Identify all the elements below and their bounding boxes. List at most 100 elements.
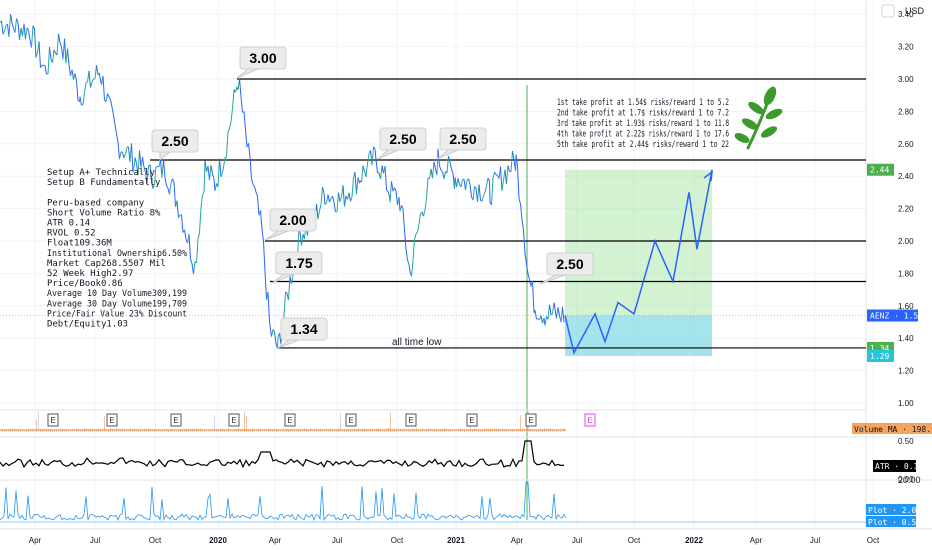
price-segment [199,207,202,233]
callout-pointer [539,274,566,285]
price-segment [527,273,530,280]
volume-bars [0,411,566,432]
time-tick-label: Oct [149,536,162,545]
volume-bar [22,430,23,432]
price-segment [367,153,370,164]
callout: 2.50 [436,127,487,160]
price-segment [540,315,543,324]
price-segment [380,165,383,179]
volume-bar [174,430,175,432]
volume-bar [234,429,235,432]
callout-label: 2.50 [389,131,416,147]
earnings-marker[interactable]: E [405,413,417,427]
earnings-marker[interactable]: E [228,413,240,427]
volume-bar [380,430,381,432]
volume-bar [248,429,249,432]
price-segment [457,178,460,185]
price-segment [210,165,213,175]
price-segment [132,163,135,173]
price-segment [151,182,154,189]
info-line: Institutional Ownership6.50% [47,249,188,259]
price-segment [149,164,152,183]
price-segment [386,189,389,192]
grid [0,0,874,528]
stop-zone[interactable] [565,315,712,357]
volume-bar [26,429,27,432]
volume-bar [538,430,539,432]
volume-bar [294,429,295,432]
volume-bar [18,429,19,432]
price-segment [113,114,116,125]
price-segment [327,194,330,203]
volume-bar [96,429,97,432]
earnings-marker[interactable]: E [106,413,118,427]
earnings-box [228,413,240,427]
volume-bar [244,412,245,432]
price-segment [395,191,398,206]
price-segment [552,302,555,314]
price-segment [35,52,38,58]
volume-bar [94,429,95,432]
price-segment [169,183,172,195]
price-tick-label: 1.80 [898,269,914,278]
time-axis[interactable]: Apr Jul Oct 2020 Apr Jul Oct 2021 Apr Jul Oct 2022 A… [29,536,880,545]
earnings-marker[interactable]: E [525,413,537,427]
price-segment [549,304,552,316]
price-segment [235,86,238,93]
volume-bar [432,430,433,432]
settings-icon[interactable] [881,4,895,18]
volume-bar [6,430,7,432]
currency-label: USD [905,6,925,16]
price-segment [71,69,74,80]
earnings-marker[interactable]: E [345,413,357,427]
volume-bar [132,430,133,432]
price-segment [324,202,327,205]
volume-bar [468,429,469,432]
volume-bar [536,430,537,432]
volume-bar [80,429,81,432]
earnings-marker[interactable]: E [170,413,182,427]
volume-bar [312,430,313,432]
volume-bar [452,429,453,432]
volume-bar [262,429,263,432]
earnings-marker[interactable]: E [47,413,59,427]
price-segment [26,27,29,31]
volume-bar [16,430,17,432]
price-segment [202,191,205,196]
earnings-marker[interactable]: E [284,413,296,427]
volume-bar [346,430,347,432]
earnings-box [284,413,296,427]
volume-bar [476,430,477,432]
time-tick-label: Apr [750,536,763,545]
volume-bar [124,429,125,432]
volume-bar [52,430,53,432]
price-segment [418,213,421,225]
info-line: Average 10 Day Volume309,199 [47,289,187,299]
volume-bar [542,430,543,432]
price-axis[interactable]: 3.40 3.20 3.00 2.80 2.60 2.40 2.20 2.00 1.80 1.60… [865,0,914,529]
earnings-box [466,413,478,427]
info-line: ATR 0.14 [47,219,90,229]
earnings-marker[interactable]: E [466,413,478,427]
price-segment [31,25,34,48]
volume-bar [250,430,251,432]
price-segment [484,185,487,193]
level-callouts: 2.50 3.00 2.50 2.00 1.75 1.34 2.50 2.50 [151,46,594,349]
earnings-letter: E [173,416,178,425]
price-segment [272,329,275,333]
volume-bar [58,429,59,432]
earnings-marker[interactable]: E [584,413,596,427]
volume-bar [182,430,183,432]
price-segment [384,166,387,191]
volume-bar [8,430,9,432]
all-time-low-label: all time low [392,337,442,348]
volume-bar [534,430,535,432]
earnings-box [106,413,118,427]
volume-bar [270,429,271,432]
price-segment [245,129,248,148]
info-line: Peru-based company [47,198,145,208]
take-profit-line: 5th take profit at 2.44$ risks/reward 1 … [557,140,729,150]
profit-zone[interactable] [565,169,712,316]
callout-box [269,208,317,232]
